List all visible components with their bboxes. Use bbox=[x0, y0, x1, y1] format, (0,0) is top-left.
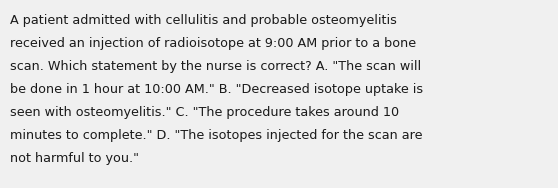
Text: not harmful to you.": not harmful to you." bbox=[10, 152, 139, 165]
Text: scan. Which statement by the nurse is correct? A. "The scan will: scan. Which statement by the nurse is co… bbox=[10, 60, 421, 73]
Text: minutes to complete." D. "The isotopes injected for the scan are: minutes to complete." D. "The isotopes i… bbox=[10, 129, 422, 142]
Text: received an injection of radioisotope at 9:00 AM prior to a bone: received an injection of radioisotope at… bbox=[10, 37, 416, 50]
Text: seen with osteomyelitis." C. "The procedure takes around 10: seen with osteomyelitis." C. "The proced… bbox=[10, 106, 399, 119]
Text: be done in 1 hour at 10:00 AM." B. "Decreased isotope uptake is: be done in 1 hour at 10:00 AM." B. "Decr… bbox=[10, 83, 423, 96]
Text: A patient admitted with cellulitis and probable osteomyelitis: A patient admitted with cellulitis and p… bbox=[10, 14, 397, 27]
